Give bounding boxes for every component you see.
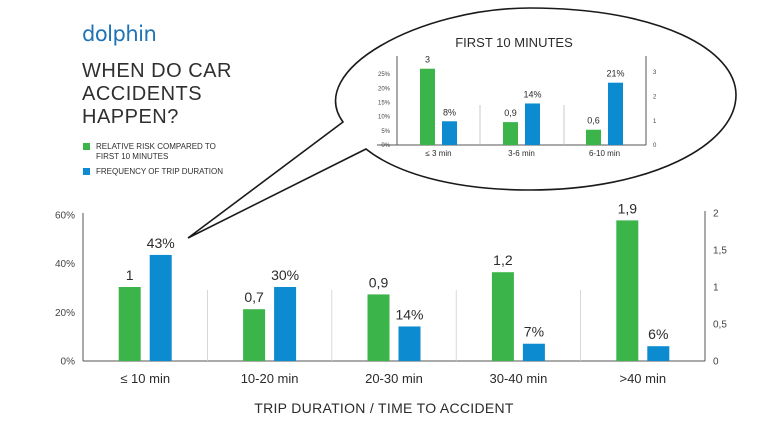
legend-label: FREQUENCY OF TRIP DURATION [96,167,223,176]
right-axis-tick: 1,5 [713,246,727,257]
bar-value-label: 1,2 [493,252,513,268]
bar-frequency [442,121,457,145]
bar-value-label: 0,6 [587,116,600,126]
green-swatch-icon [83,143,90,150]
bar-frequency [647,346,670,361]
bar-frequency [522,343,545,361]
bar-frequency [274,287,297,361]
bar-value-label: 14% [395,306,423,322]
left-axis-tick: 20% [378,86,391,92]
bar-relative-risk [586,129,601,145]
right-axis-tick: 3 [653,70,657,76]
legend-item-frequency: FREQUENCY OF TRIP DURATION [83,167,223,177]
bar-relative-risk [367,294,390,361]
bar-value-label: 30% [271,267,299,283]
bar-group: 0,9 14% 20-30 min [365,274,423,386]
inset-title: FIRST 10 MINUTES [455,35,573,50]
blue-swatch-icon [83,168,90,175]
category-label: 10-20 min [241,371,299,386]
right-axis-tick: 0 [713,357,719,368]
bar-relative-risk [243,309,266,361]
left-axis-tick: 60% [55,211,75,222]
right-axis-tick: 0 [653,143,657,149]
bar-value-label: 43% [147,235,175,251]
bubble-outline [187,7,737,239]
bar-frequency [149,254,172,361]
left-axis-tick: 10% [378,115,391,121]
bar-group: 3 8% ≤ 3 min [420,55,457,158]
bar-value-label: 7% [524,324,544,340]
bar-value-label: 0,9 [369,274,389,290]
category-label: 3-6 min [508,149,535,158]
bar-relative-risk [118,287,141,361]
title-line: WHEN DO CAR [82,60,232,82]
left-axis-tick: 0% [381,143,390,149]
right-axis-tick: 2 [713,209,719,220]
inset-chart: FIRST 10 MINUTES 0% 5% 10% 15% 20% 25% 0 1 2 3 3… [377,35,657,158]
title-line: ACCIDENTS [82,83,203,105]
bar-relative-risk [503,122,518,145]
dolphin-logo: dolphin [82,22,157,46]
bar-relative-risk [616,220,639,361]
left-axis-tick: 5% [381,129,390,135]
bar-relative-risk [420,68,435,145]
bar-value-label: 6% [648,326,668,342]
category-label: 6-10 min [589,149,620,158]
bar-value-label: 1,9 [618,200,638,216]
bar-frequency [525,103,540,145]
legend-item-relative-risk: RELATIVE RISK COMPARED TO FIRST 10 MINUT… [83,142,223,162]
bar-value-label: 0,9 [504,108,517,118]
bar-frequency [608,82,623,145]
right-axis-tick: 1 [653,119,657,125]
category-label: ≤ 3 min [425,149,451,158]
chart-legend: RELATIVE RISK COMPARED TO FIRST 10 MINUT… [83,142,223,182]
left-axis-tick: 20% [55,308,75,319]
main-chart: 0% 20% 40% 60% 0 0,5 1 1,5 2 1 43% ≤ 10 min 0,7 30%… [55,200,727,416]
bar-value-label: 8% [443,107,456,117]
left-axis-tick: 15% [378,101,391,107]
left-axis-tick: 40% [55,259,75,270]
right-axis-tick: 1 [713,283,719,294]
bar-value-label: 14% [523,89,541,99]
bar-value-label: 0,7 [244,289,264,305]
bar-value-label: 21% [606,69,624,79]
bar-group: 1 43% ≤ 10 min [118,235,175,386]
category-label: 30-40 min [489,371,547,386]
title-line: HAPPEN? [82,106,179,128]
legend-label: RELATIVE RISK COMPARED TO [96,142,216,151]
bar-relative-risk [491,272,514,361]
bar-group: 0,7 30% 10-20 min [241,267,299,386]
bar-group: 1,2 7% 30-40 min [489,252,547,386]
category-label: 20-30 min [365,371,423,386]
category-label: >40 min [619,371,666,386]
bar-frequency [398,326,421,361]
bar-value-label: 1 [126,267,134,283]
bar-group: 1,9 6% >40 min [616,200,670,386]
bar-group: 0,9 14% 3-6 min [503,89,542,158]
bar-group: 0,6 21% 6-10 min [586,69,625,158]
x-axis-title: TRIP DURATION / TIME TO ACCIDENT [254,400,514,416]
left-axis-tick: 25% [378,72,391,78]
right-axis-tick: 0,5 [713,320,727,331]
right-axis-tick: 2 [653,94,657,100]
left-axis-tick: 0% [61,357,76,368]
legend-label: FIRST 10 MINUTES [96,152,169,161]
bar-value-label: 3 [425,55,430,65]
category-label: ≤ 10 min [120,371,170,386]
page-title: WHEN DO CAR ACCIDENTS HAPPEN? [82,60,232,129]
speech-bubble [187,7,737,239]
